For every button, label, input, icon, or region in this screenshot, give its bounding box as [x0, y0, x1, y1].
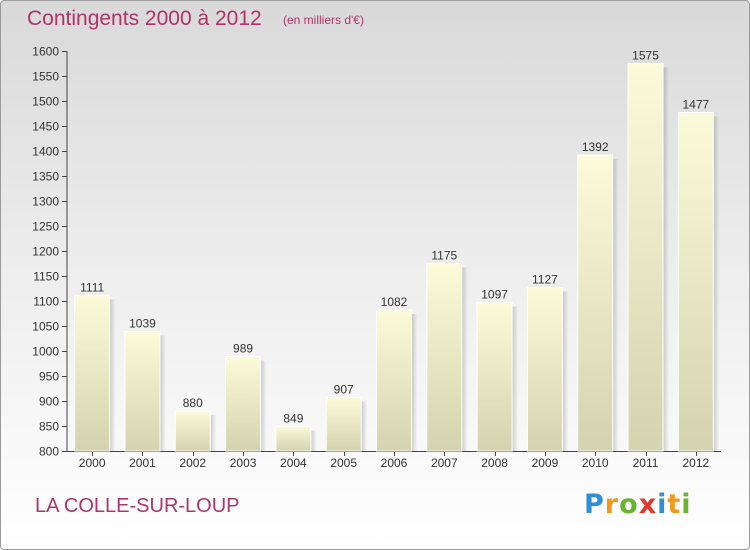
y-tick-label: 1400	[32, 145, 59, 159]
y-tick-label: 800	[39, 445, 59, 459]
data-label-2010: 1392	[582, 140, 609, 154]
bar-shadow	[361, 401, 368, 451]
data-label-2002: 880	[183, 396, 203, 410]
y-tick-label: 1050	[32, 320, 59, 334]
data-labels: 1111 1039 880 989 849 907 1082 1175 1097 1127 1392…	[80, 49, 709, 426]
proxiti-logo-letter: i	[681, 489, 692, 520]
bar-2006	[376, 309, 412, 452]
bar-2008	[476, 302, 513, 452]
bar-shadow	[159, 335, 166, 451]
bar-2011	[627, 63, 664, 452]
data-label-2000: 1111	[80, 281, 104, 295]
data-label-2008: 1097	[481, 288, 508, 302]
data-label-2007: 1175	[431, 249, 457, 263]
y-tick-label: 1350	[32, 170, 59, 184]
y-tick-label: 1150	[33, 270, 59, 284]
data-label-2004: 849	[283, 412, 303, 426]
data-label-2006: 1082	[381, 295, 408, 309]
bar-shadow	[310, 430, 317, 451]
y-tick-label: 1100	[33, 295, 59, 309]
bar-2001	[124, 331, 161, 452]
x-tick-label: 2007	[431, 456, 458, 470]
y-tick-label: 1500	[32, 95, 59, 109]
x-tick-label: 2006	[381, 456, 408, 470]
y-tick-label: 900	[39, 395, 59, 409]
proxiti-logo-letter: o	[619, 489, 639, 520]
x-tick-label: 2002	[179, 456, 206, 470]
y-tick-label: 1300	[32, 195, 59, 209]
proxiti-logo-letter: i	[657, 489, 668, 520]
commune-name: LA COLLE-SUR-LOUP	[35, 495, 240, 517]
x-tick-label: 2012	[682, 456, 709, 470]
bar-shadow	[411, 314, 418, 451]
y-tick-label: 1450	[32, 120, 59, 134]
proxiti-logo: Proxiti	[584, 489, 692, 520]
x-tick-label: 2010	[582, 456, 609, 470]
y-tick-label: 1250	[32, 220, 59, 234]
bar-2003	[225, 356, 262, 452]
proxiti-logo-letter: t	[667, 489, 682, 520]
data-label-2011: 1575	[632, 49, 659, 63]
x-tick-label: 2011	[633, 456, 659, 470]
bar-2010	[577, 154, 614, 452]
data-label-2005: 907	[334, 383, 354, 397]
data-label-2012: 1477	[682, 98, 709, 112]
bars	[74, 63, 720, 452]
y-tick-label: 1000	[32, 345, 59, 359]
y-tick-label: 1600	[32, 45, 59, 59]
proxiti-logo-letter: P	[584, 489, 605, 520]
bar-2004	[275, 426, 312, 452]
x-tick-label: 2004	[280, 456, 307, 470]
data-label-2003: 989	[233, 342, 253, 356]
x-tick-label: 2001	[129, 456, 156, 470]
bar-shadow	[461, 267, 468, 451]
bar-2002	[174, 410, 211, 452]
x-axis: 2000 2001 2002 2003 2004 2005 2006 2007 2008 2009…	[67, 451, 721, 470]
bar-shadow	[109, 299, 116, 451]
bar-shadow	[512, 306, 519, 451]
bar-2007	[426, 263, 463, 452]
bar-2012	[677, 112, 714, 452]
bar-shadow	[260, 360, 267, 451]
y-tick-label: 950	[39, 370, 59, 384]
bar-2000	[74, 295, 111, 452]
proxiti-logo-letter: x	[638, 489, 658, 520]
x-tick-label: 2009	[532, 456, 559, 470]
bar-2005	[325, 397, 362, 452]
bar-shadow	[562, 291, 569, 451]
bar-shadow	[663, 67, 670, 451]
data-label-2001: 1039	[129, 317, 156, 331]
bar-shadow	[210, 415, 217, 451]
bar-shadow	[612, 159, 619, 451]
y-tick-label: 850	[39, 420, 59, 434]
data-label-2009: 1127	[532, 273, 558, 287]
chart-title: Contingents 2000 à 2012	[27, 7, 262, 30]
x-tick-label: 2003	[230, 456, 257, 470]
bar-shadow	[713, 116, 720, 451]
x-tick-label: 2005	[330, 456, 357, 470]
proxiti-logo-letter: r	[604, 489, 620, 520]
y-tick-label: 1200	[32, 245, 59, 259]
y-tick-label: 1550	[32, 70, 59, 84]
x-tick-label: 2008	[481, 456, 508, 470]
chart-unit-label: (en milliers d'€)	[283, 13, 364, 27]
x-tick-label: 2000	[79, 456, 106, 470]
bar-2009	[526, 287, 563, 452]
y-axis: 800 850 900 950 1000 1050 1100 1150 1200 1250 1300…	[32, 45, 68, 459]
